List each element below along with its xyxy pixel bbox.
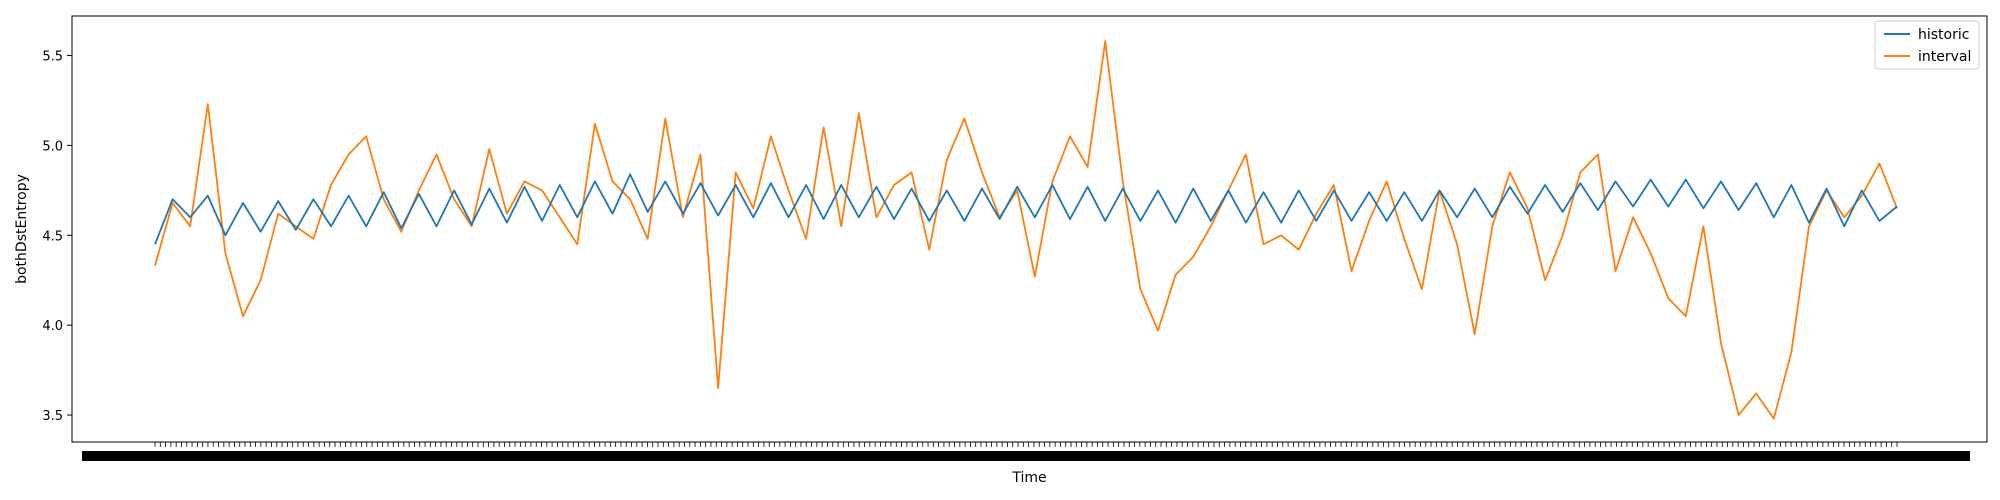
y-tick-label: 3.5 [42, 409, 63, 424]
legend-label-historic: historic [1918, 27, 1969, 43]
axes-frame [71, 15, 1988, 443]
x-tick-label-band [82, 451, 1970, 461]
y-tick-label: 4.5 [42, 229, 63, 244]
x-axis-ticks [154, 442, 1898, 447]
x-axis-label: Time [1011, 470, 1046, 486]
series-line-interval [154, 40, 1898, 420]
series-line-historic [154, 173, 1898, 245]
y-tick-label: 4.0 [42, 319, 63, 334]
y-axis-ticks: 3.5 4.0 4.5 5.0 5.5 [42, 50, 72, 424]
y-tick-label: 5.0 [42, 139, 63, 154]
x-axis-tick-labels [82, 451, 1970, 461]
series-lines [154, 40, 1898, 420]
legend-label-interval: interval [1918, 49, 1971, 65]
y-tick-label: 5.5 [42, 50, 63, 65]
y-axis-label: bothDstEntropy [14, 174, 30, 284]
legend: historic interval [1874, 20, 1980, 70]
